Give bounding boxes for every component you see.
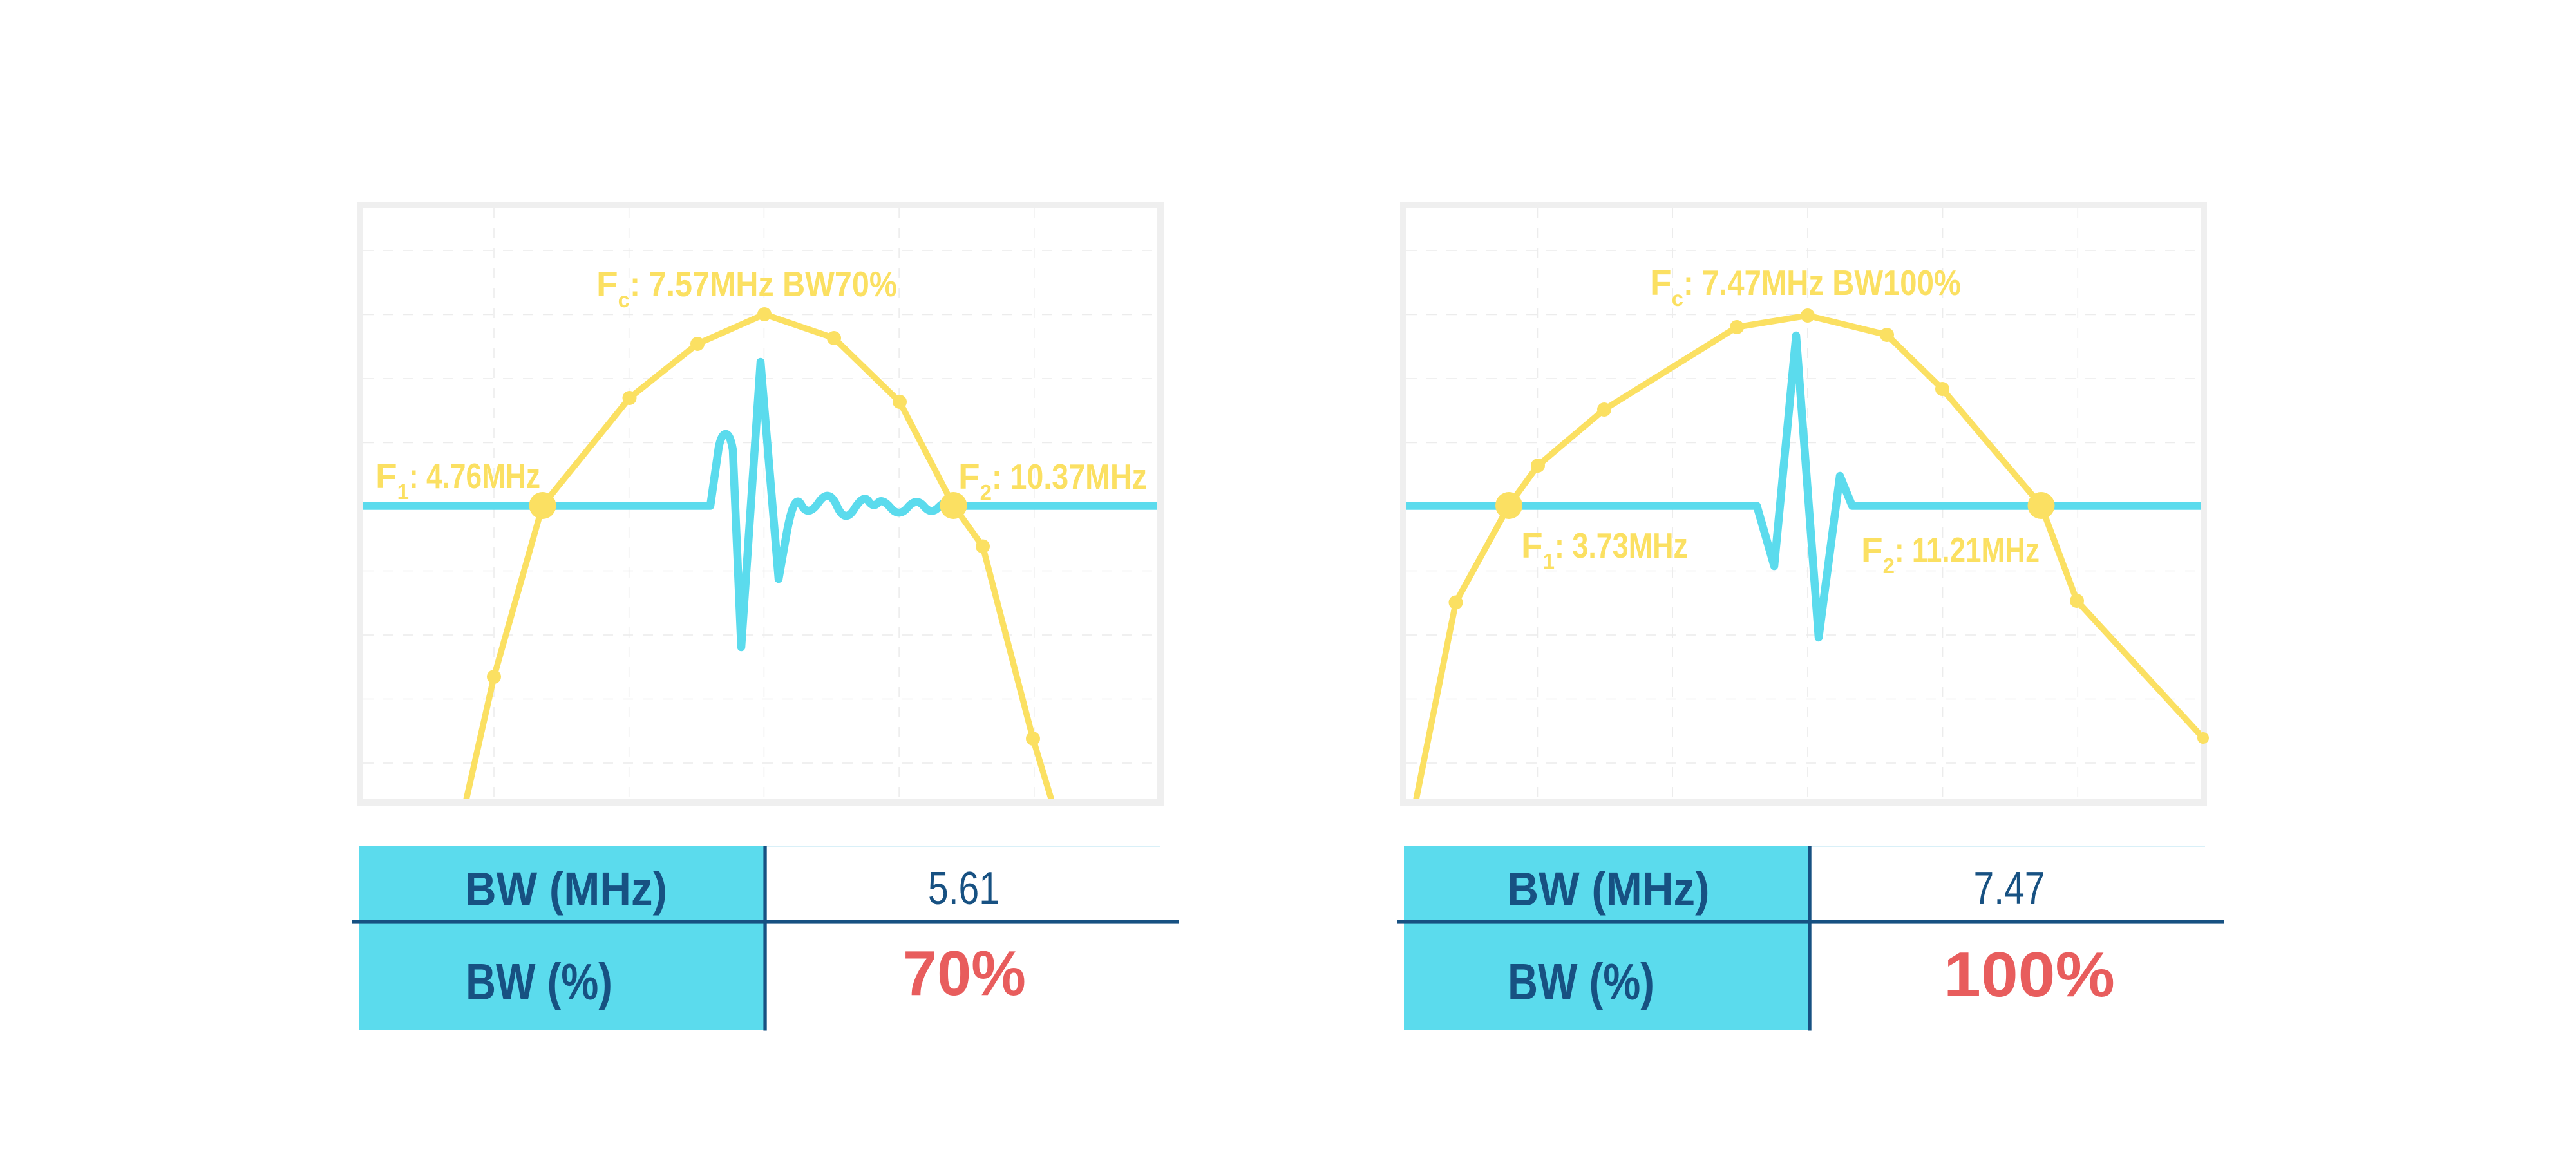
svg-text:7.47: 7.47 xyxy=(1974,863,2045,914)
svg-text:BW (%): BW (%) xyxy=(1508,953,1654,1010)
svg-text:Fc: 7.57MHz BW70%: Fc: 7.57MHz BW70% xyxy=(596,264,897,312)
svg-text:BW (MHz): BW (MHz) xyxy=(1508,862,1710,916)
svg-text:F2: 11.21MHz: F2: 11.21MHz xyxy=(1861,530,2040,578)
svg-text:F1: 4.76MHz: F1: 4.76MHz xyxy=(375,456,540,504)
svg-text:BW (%): BW (%) xyxy=(466,953,612,1010)
svg-text:5.61: 5.61 xyxy=(928,863,999,914)
svg-text:70%: 70% xyxy=(903,938,1026,1008)
svg-text:F2: 10.37MHz: F2: 10.37MHz xyxy=(958,457,1147,504)
svg-text:100%: 100% xyxy=(1944,939,2115,1010)
svg-text:F1: 3.73MHz: F1: 3.73MHz xyxy=(1521,525,1688,573)
svg-text:Fc: 7.47MHz BW100%: Fc: 7.47MHz BW100% xyxy=(1650,263,1961,310)
svg-text:BW (MHz): BW (MHz) xyxy=(465,862,667,916)
